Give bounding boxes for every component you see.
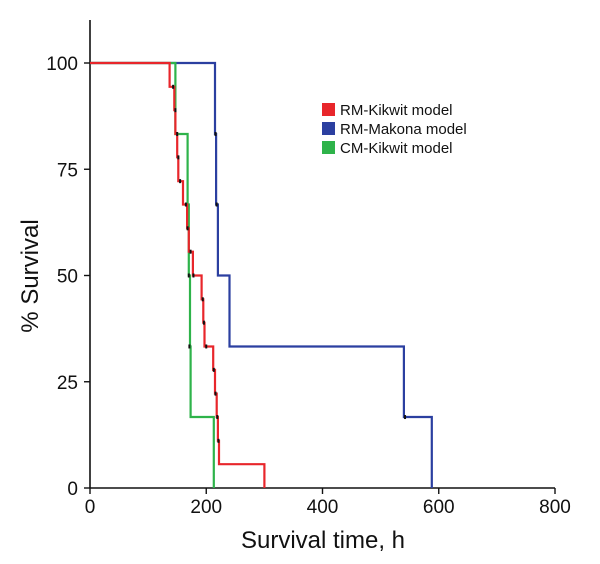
legend-swatch xyxy=(322,122,335,135)
x-tick-label: 400 xyxy=(307,497,339,518)
legend-label: RM-Makona model xyxy=(340,121,467,138)
x-tick-label: 200 xyxy=(190,497,222,518)
x-tick-label: 0 xyxy=(85,497,96,518)
series-line-rm-kikwit-model xyxy=(90,61,266,488)
series-layer xyxy=(90,61,433,488)
legend-label: CM-Kikwit model xyxy=(340,140,453,157)
y-tick-label: 100 xyxy=(46,54,78,75)
y-tick-label: 25 xyxy=(57,373,78,394)
legend-swatch xyxy=(322,141,335,154)
ticks: 0 200 400 600 800 0 25 50 75 100 xyxy=(46,54,571,518)
legend-swatch xyxy=(322,103,335,116)
x-axis-label: Survival time, h xyxy=(241,527,405,554)
x-tick-label: 800 xyxy=(539,497,571,518)
legend: RM-Kikwit model RM-Makona model CM-Kikwit … xyxy=(322,102,467,157)
x-tick-label: 600 xyxy=(423,497,455,518)
y-tick-label: 75 xyxy=(57,160,78,181)
y-axis-label: % Survival xyxy=(17,219,44,332)
legend-label: RM-Kikwit model xyxy=(340,102,453,119)
y-tick-label: 50 xyxy=(57,267,78,288)
y-tick-label: 0 xyxy=(67,479,78,500)
axes xyxy=(89,20,555,489)
